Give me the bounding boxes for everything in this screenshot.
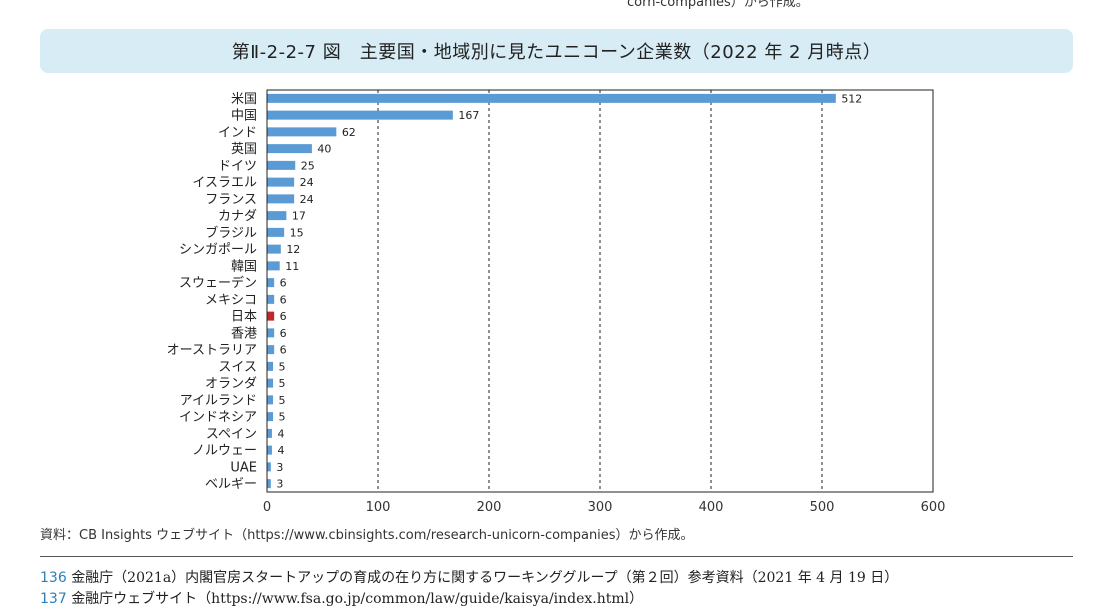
data-label: 6 — [280, 293, 287, 306]
bar — [267, 93, 836, 103]
category-label: 米国 — [231, 92, 257, 107]
data-label: 4 — [277, 427, 284, 440]
data-label: 4 — [277, 444, 284, 457]
bar — [267, 294, 275, 304]
bar — [267, 227, 285, 237]
category-label: メキシコ — [205, 293, 257, 308]
bar — [267, 361, 274, 371]
footnote-136: 136 金融庁（2021a）内閣官房スタートアップの育成の在り方に関するワーキン… — [40, 567, 898, 587]
footnote-text: 金融庁ウェブサイト（https://www.fsa.go.jp/common/l… — [71, 591, 644, 607]
data-label: 167 — [458, 109, 479, 122]
category-label: 香港 — [231, 326, 257, 341]
bar — [267, 127, 337, 137]
bar — [267, 462, 271, 472]
category-label: ブラジル — [205, 225, 257, 241]
category-label: 中国 — [231, 109, 257, 124]
data-label: 5 — [279, 360, 286, 373]
category-label: インドネシア — [179, 410, 257, 425]
bar — [267, 278, 275, 288]
category-label: アイルランド — [180, 393, 257, 408]
category-label: シンガポール — [179, 243, 257, 258]
x-tick-label: 400 — [699, 500, 724, 515]
data-label: 40 — [317, 143, 331, 156]
bar — [267, 194, 295, 204]
bar — [267, 395, 274, 405]
category-label: UAE — [230, 460, 257, 475]
category-label: フランス — [205, 192, 257, 207]
x-tick-label: 500 — [810, 500, 835, 515]
previous-page-fragment: corn-companies）から作成。 — [627, 0, 809, 10]
bar — [267, 311, 275, 321]
data-label: 62 — [342, 126, 356, 139]
x-tick-label: 0 — [263, 500, 271, 515]
data-label: 15 — [290, 226, 304, 239]
data-label: 24 — [300, 176, 314, 189]
category-label: インド — [218, 125, 257, 140]
data-label: 6 — [280, 277, 287, 290]
bar — [267, 261, 280, 271]
x-tick-label: 300 — [588, 500, 613, 515]
category-label: カナダ — [218, 209, 257, 224]
data-label: 24 — [300, 193, 314, 206]
figure-title: 第Ⅱ-2-2-7 図 主要国・地域別に見たユニコーン企業数（2022 年 2 月… — [231, 42, 882, 63]
bar — [267, 244, 281, 254]
data-label: 17 — [292, 210, 306, 223]
category-label: スイス — [218, 360, 257, 375]
bar — [267, 428, 272, 438]
footnote-divider — [40, 556, 1073, 557]
bar — [267, 160, 296, 170]
data-label: 3 — [276, 478, 283, 491]
bar — [267, 144, 312, 154]
category-label: イスラエル — [192, 176, 257, 191]
x-tick-label: 200 — [477, 500, 502, 515]
data-label: 6 — [280, 327, 287, 340]
data-label: 11 — [285, 260, 299, 273]
footnote-text: 金融庁（2021a）内閣官房スタートアップの育成の在り方に関するワーキンググルー… — [71, 570, 899, 586]
data-label: 6 — [280, 344, 287, 357]
footnote-number: 137 — [40, 591, 67, 607]
bar — [267, 328, 275, 338]
data-label: 512 — [841, 92, 862, 105]
data-label: 6 — [280, 310, 287, 323]
category-label: オランダ — [205, 377, 257, 392]
data-label: 12 — [286, 243, 300, 256]
footnote-number: 136 — [40, 570, 67, 586]
bar — [267, 177, 295, 187]
bar — [267, 412, 274, 422]
x-tick-label: 600 — [921, 500, 946, 515]
bar — [267, 211, 287, 221]
data-label: 25 — [301, 159, 315, 172]
category-label: 日本 — [231, 310, 257, 325]
category-label: 英国 — [231, 142, 257, 157]
data-label: 3 — [276, 461, 283, 474]
data-label: 5 — [279, 411, 286, 424]
x-tick-label: 100 — [366, 500, 391, 515]
footnote-137: 137 金融庁ウェブサイト（https://www.fsa.go.jp/comm… — [40, 588, 643, 608]
category-label: スペイン — [206, 427, 257, 442]
bar — [267, 345, 275, 355]
category-label: ドイツ — [218, 159, 257, 174]
bar — [267, 110, 453, 120]
bar — [267, 378, 274, 388]
source-note: 資料：CB Insights ウェブサイト（https://www.cbinsi… — [40, 528, 694, 543]
category-label: スウェーデン — [179, 275, 257, 291]
category-label: オーストラリア — [167, 343, 257, 358]
category-label: ベルギー — [205, 477, 257, 492]
data-label: 5 — [279, 377, 286, 390]
category-label: 韓国 — [231, 259, 257, 274]
bar — [267, 479, 271, 489]
bar — [267, 445, 272, 455]
data-label: 5 — [279, 394, 286, 407]
category-label: ノルウェー — [192, 444, 257, 459]
figure-title-banner: 第Ⅱ-2-2-7 図 主要国・地域別に見たユニコーン企業数（2022 年 2 月… — [40, 29, 1073, 73]
